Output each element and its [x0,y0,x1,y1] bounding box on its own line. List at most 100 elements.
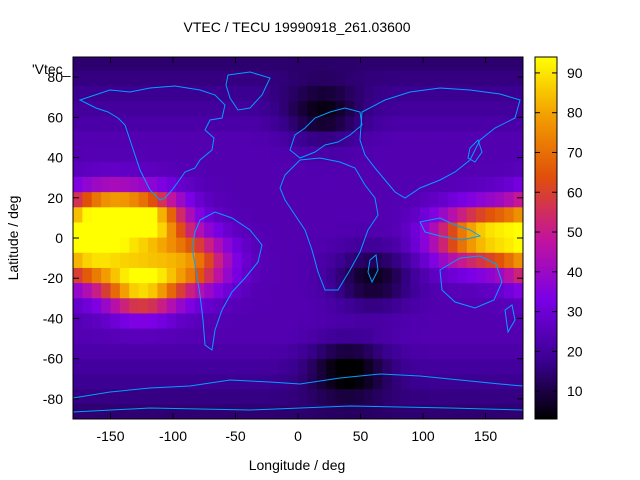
heat-cell [82,221,93,238]
heat-cell [457,130,468,147]
heat-cell [391,328,402,344]
heat-cell [157,206,168,223]
heat-cell [419,206,430,223]
x-tick-label: -100 [159,428,187,444]
heat-cell [344,388,355,405]
heat-cell [148,85,158,102]
coastline-antarctica-base [73,405,523,413]
heat-cell [166,191,177,208]
heat-cell [119,328,130,344]
heat-cell [260,388,271,405]
heat-cell [82,85,93,102]
heat-cell [110,358,121,375]
heat-cell [363,252,374,268]
heat-cell [148,358,158,375]
heat-cell [166,146,177,162]
heat-cell [73,85,83,102]
heat-cell [504,373,515,390]
heat-cell [241,115,252,132]
heat-cell [335,146,346,162]
heat-cell [298,358,308,375]
heat-cell [223,161,233,177]
heat-cell [401,130,412,147]
coastline-asia [359,87,521,199]
heat-cell [476,115,487,132]
heat-cell [391,100,402,117]
heat-cell [260,221,271,238]
heat-cell [363,115,374,132]
heat-cell [157,312,168,329]
heat-cell [410,282,421,299]
heat-cell [101,343,112,359]
heat-cell [485,176,496,193]
heat-cell [204,343,215,359]
heat-cell [438,146,449,162]
heat-cell [176,343,187,359]
heat-cell [232,176,243,193]
heat-cell [119,221,130,238]
heat-cell [279,297,290,314]
heat-cell [494,312,505,329]
heat-cell [373,282,383,299]
heat-cell [129,206,140,223]
heat-cell [335,85,346,102]
heat-cell [204,100,215,117]
heat-cell [260,312,271,329]
heat-cell [82,176,93,193]
heat-cell [223,282,233,299]
heat-cell [344,176,355,193]
heat-cell [354,70,365,86]
heat-cell [194,237,205,253]
heat-cell [354,176,365,193]
heat-cell [119,57,130,71]
heat-cell [241,343,252,359]
heat-cell [513,358,523,375]
heat-cell [513,176,523,193]
heat-cell [194,176,205,193]
heat-cell [363,130,374,147]
heat-cell [110,267,121,284]
heat-cell [494,206,505,223]
heat-cell [213,388,224,405]
heat-cell [307,388,318,405]
y-tick-label: 60 [47,109,63,125]
coastlines [73,71,523,413]
heat-cell [391,221,402,238]
heat-cell [476,328,487,344]
heat-cell [288,191,299,208]
heat-cell [448,115,458,132]
heat-cell [269,358,280,375]
heat-cell [354,252,365,268]
heat-cell [391,176,402,193]
heat-cell [410,161,421,177]
heat-cell [148,146,158,162]
heat-cell [448,221,458,238]
heat-cell [119,85,130,102]
heat-cell [448,282,458,299]
heat-cell [194,85,205,102]
y-tick-label: 0 [55,230,63,246]
heat-cell [382,373,393,390]
heat-cell [504,388,515,405]
heat-cell [223,221,233,238]
heat-cell [241,237,252,253]
heat-cell [194,130,205,147]
heat-cell [504,146,515,162]
heat-cell [485,70,496,86]
heat-cell [279,176,290,193]
heat-cell [373,146,383,162]
heat-cell [391,252,402,268]
vtec-heatmap [73,57,523,419]
heat-cell [279,221,290,238]
heat-cell [382,221,393,238]
heat-cell [410,85,421,102]
heat-cell [279,130,290,147]
heat-cell [185,206,196,223]
heat-cell [269,252,280,268]
heat-cell [148,115,158,132]
heat-cell [166,85,177,102]
heat-cell [213,221,224,238]
heat-cell [401,343,412,359]
heat-cell [213,237,224,253]
heat-cell [326,176,337,193]
